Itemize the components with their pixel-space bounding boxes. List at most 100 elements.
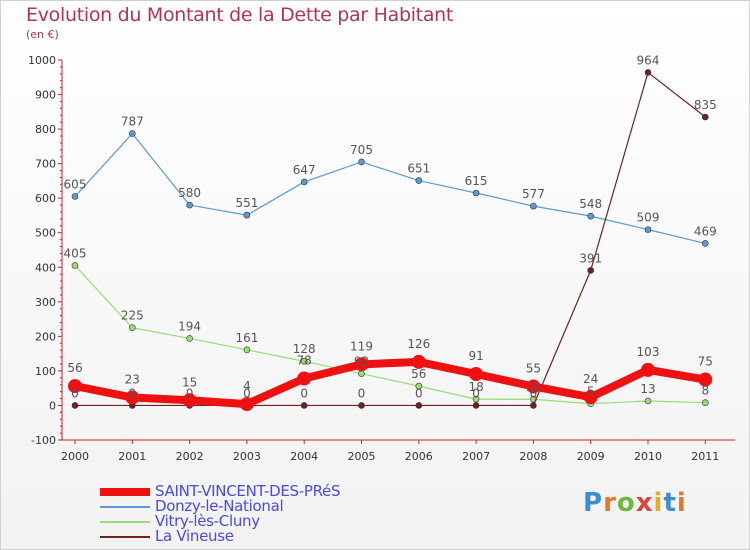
data-label: 835 [694,98,717,112]
data-label: 0 [300,386,308,400]
legend-swatch [100,521,150,523]
x-tick-label: 2005 [348,450,376,463]
data-label: 225 [121,309,144,323]
data-label: 0 [358,386,366,400]
data-point [300,357,308,365]
data-label: 0 [472,386,480,400]
data-label: 75 [698,355,713,369]
legend-label: La Vineuse [155,527,234,545]
legend-item: Donzy-le-National [100,497,400,515]
data-label: 605 [64,177,87,191]
data-point [243,211,251,219]
data-point [469,367,484,382]
data-point [71,193,79,200]
data-label: 0 [243,386,251,400]
data-label: 24 [583,372,598,386]
logo-letter: i [653,488,664,518]
data-point [358,402,365,409]
y-tick-label: -100 [31,434,56,447]
chart-subtitle: (en €) [26,28,59,41]
data-point [71,262,79,269]
line-chart: -100010020030040050060070080090010002000… [28,53,735,463]
y-tick-label: 600 [35,192,56,205]
series-line [71,357,710,409]
legend-label: SAINT-VINCENT-DES-PRéS [155,482,341,500]
logo-letter: P [583,488,604,518]
data-label: 55 [526,361,541,375]
legend-item: La Vineuse [100,527,400,545]
x-tick-label: 2001 [118,450,146,463]
data-point [526,379,541,394]
data-point [71,402,79,409]
data-label: 23 [125,373,140,387]
data-point [472,189,480,197]
data-label: 551 [235,196,258,210]
data-point [186,201,193,209]
data-point [644,397,652,405]
data-point [701,113,709,121]
data-point [583,390,598,405]
data-label: 92 [354,355,369,369]
x-tick-label: 2003 [233,450,261,463]
data-label: 18 [526,380,541,394]
data-label: 391 [579,251,602,265]
data-point [701,399,709,406]
data-label: 787 [121,115,144,129]
data-label: 13 [640,382,655,396]
chart-title: Evolution du Montant de la Dette par Hab… [26,4,454,26]
data-point [411,354,426,369]
data-label: 509 [637,211,660,225]
y-tick-label: 500 [35,227,56,240]
logo-letter: i [676,488,687,518]
data-point [530,402,537,409]
data-point [644,226,652,233]
legend-swatch [100,488,150,496]
data-label: 91 [468,349,483,363]
data-label: 161 [235,331,258,345]
y-tick-label: 1000 [28,54,56,67]
data-label: 78 [297,354,312,368]
data-point [129,130,136,137]
series-line [74,71,706,407]
data-point [587,212,595,220]
data-point [129,324,136,332]
data-point [239,397,254,412]
data-label: 194 [178,319,201,333]
data-point [358,158,365,166]
data-point [415,177,423,184]
data-label: 18 [468,380,483,394]
data-point [243,346,251,354]
x-tick-label: 2004 [290,450,318,463]
data-point [300,178,308,186]
y-tick-label: 300 [35,296,56,309]
legend-item: Vitry-lès-Cluny [100,512,400,530]
data-point [587,267,595,274]
data-label: 5 [587,385,595,399]
y-tick-label: 700 [35,158,56,171]
data-point [297,371,312,386]
x-tick-label: 2007 [462,450,490,463]
legend-label: Donzy-le-National [155,497,284,515]
data-label: 705 [350,143,373,157]
y-tick-label: 100 [35,365,56,378]
data-point [701,240,709,247]
data-label: 469 [694,224,717,238]
data-point [186,335,193,342]
data-point [300,402,308,409]
data-label: 15 [182,375,197,389]
data-point [354,357,369,372]
data-point [68,379,82,394]
y-tick-label: 200 [35,330,56,343]
data-label: 0 [530,386,538,400]
logo-letter: r [603,488,617,518]
data-label: 0 [186,386,194,400]
data-label: 0 [415,386,423,400]
x-tick-label: 2000 [61,450,89,463]
y-tick-label: 0 [49,399,56,412]
data-point [125,390,140,405]
data-point [644,69,652,76]
series-line [74,264,706,405]
data-label: 647 [293,163,316,177]
data-label: 577 [522,187,545,201]
data-point [698,372,713,387]
